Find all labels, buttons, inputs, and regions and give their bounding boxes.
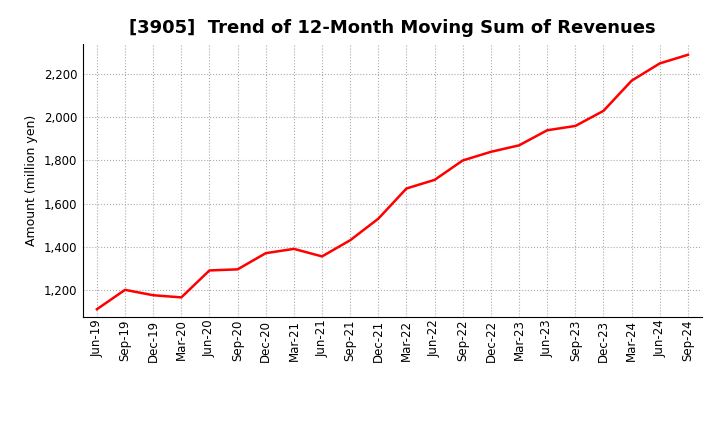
Title: [3905]  Trend of 12-Month Moving Sum of Revenues: [3905] Trend of 12-Month Moving Sum of R… xyxy=(129,19,656,37)
Y-axis label: Amount (million yen): Amount (million yen) xyxy=(25,115,38,246)
